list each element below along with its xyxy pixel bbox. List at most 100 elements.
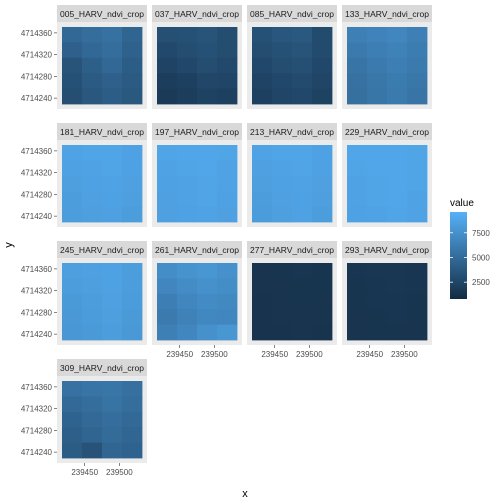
- raster-cell: [82, 160, 103, 177]
- raster-cell: [102, 381, 123, 397]
- legend-tick-label: 5000: [472, 253, 490, 262]
- raster-cell: [367, 293, 388, 310]
- facet-strip: [247, 123, 337, 140]
- raster-cell: [62, 88, 83, 105]
- raster-cell: [407, 88, 428, 105]
- raster-cell: [62, 427, 83, 443]
- raster-cell: [177, 145, 198, 161]
- raster-cell: [407, 191, 428, 207]
- raster-cell: [177, 175, 198, 192]
- x-tick-label: 239450: [261, 350, 288, 359]
- raster-cell: [387, 191, 408, 207]
- raster-cell: [122, 57, 143, 74]
- raster-cell: [197, 27, 218, 43]
- raster-cell: [157, 42, 178, 59]
- x-tick-label: 239500: [391, 350, 418, 359]
- raster-cell: [272, 57, 293, 74]
- raster-cell: [252, 88, 273, 105]
- raster-cell: [312, 73, 333, 89]
- raster-cell: [367, 145, 388, 161]
- raster-cell: [312, 160, 333, 177]
- raster-cell: [387, 27, 408, 43]
- raster-cell: [217, 57, 238, 74]
- raster-cell: [102, 175, 123, 192]
- facet-strip: [57, 123, 147, 140]
- facet-strip-label: 261_HARV_ndvi_crop: [155, 245, 239, 255]
- raster-cell: [82, 145, 103, 161]
- raster-cell: [387, 293, 408, 310]
- raster-cell: [82, 278, 103, 295]
- raster-cell: [82, 442, 103, 459]
- raster-cell: [197, 42, 218, 59]
- raster-cell: [387, 42, 408, 59]
- raster-cell: [292, 42, 313, 59]
- raster-cell: [62, 442, 83, 459]
- raster-cell: [292, 278, 313, 295]
- raster-cell: [102, 42, 123, 59]
- raster-cell: [252, 57, 273, 74]
- legend-title: value: [450, 198, 474, 209]
- raster-cell: [122, 381, 143, 397]
- raster-cell: [407, 324, 428, 341]
- raster-cell: [387, 88, 408, 105]
- raster-cell: [347, 160, 368, 177]
- y-tick-label: 4714320: [21, 169, 53, 178]
- raster-cell: [82, 396, 103, 413]
- raster-cell: [217, 73, 238, 89]
- raster-cell: [272, 324, 293, 341]
- raster-cell: [252, 206, 273, 223]
- raster-cell: [312, 27, 333, 43]
- y-tick-label: 4714360: [21, 147, 53, 156]
- raster-cell: [367, 88, 388, 105]
- facet-strip: [57, 359, 147, 376]
- raster-cell: [272, 145, 293, 161]
- raster-cell: [312, 88, 333, 105]
- raster-cell: [252, 175, 273, 192]
- raster-cell: [292, 57, 313, 74]
- raster-cell: [122, 88, 143, 105]
- raster-cell: [177, 88, 198, 105]
- raster-cell: [197, 160, 218, 177]
- y-tick-label: 4714360: [21, 383, 53, 392]
- raster-cell: [102, 191, 123, 207]
- raster-cell: [272, 42, 293, 59]
- raster-cell: [252, 263, 273, 279]
- y-tick-label: 4714320: [21, 287, 53, 296]
- raster-cell: [347, 206, 368, 223]
- x-tick-label: 239500: [296, 350, 323, 359]
- raster-cell: [122, 396, 143, 413]
- raster-cell: [62, 191, 83, 207]
- raster-cell: [292, 175, 313, 192]
- raster-cell: [312, 175, 333, 192]
- raster-cell: [407, 309, 428, 325]
- y-tick-label: 4714240: [21, 94, 53, 103]
- raster-cell: [252, 27, 273, 43]
- y-tick-label: 4714240: [21, 448, 53, 457]
- raster-cell: [387, 145, 408, 161]
- raster-cell: [62, 57, 83, 74]
- raster-cell: [387, 57, 408, 74]
- raster-cell: [312, 206, 333, 223]
- raster-cell: [197, 145, 218, 161]
- raster-cell: [62, 73, 83, 89]
- raster-cell: [292, 27, 313, 43]
- raster-cell: [62, 145, 83, 161]
- raster-cell: [82, 57, 103, 74]
- raster-cell: [367, 309, 388, 325]
- raster-cell: [197, 73, 218, 89]
- raster-cell: [272, 160, 293, 177]
- raster-cell: [102, 442, 123, 459]
- raster-cell: [272, 309, 293, 325]
- facet-panel: 277_HARV_ndvi_crop 239450 239500: [247, 241, 337, 359]
- facet-strip: [247, 241, 337, 258]
- y-tick-label: 4714280: [21, 308, 53, 317]
- raster-cell: [367, 42, 388, 59]
- raster-cell: [367, 278, 388, 295]
- raster-cell: [217, 160, 238, 177]
- raster-cell: [217, 175, 238, 192]
- raster-cell: [157, 73, 178, 89]
- y-tick-label: 4714280: [21, 426, 53, 435]
- facet-strip: [342, 5, 432, 22]
- raster-cell: [312, 42, 333, 59]
- raster-cell: [197, 293, 218, 310]
